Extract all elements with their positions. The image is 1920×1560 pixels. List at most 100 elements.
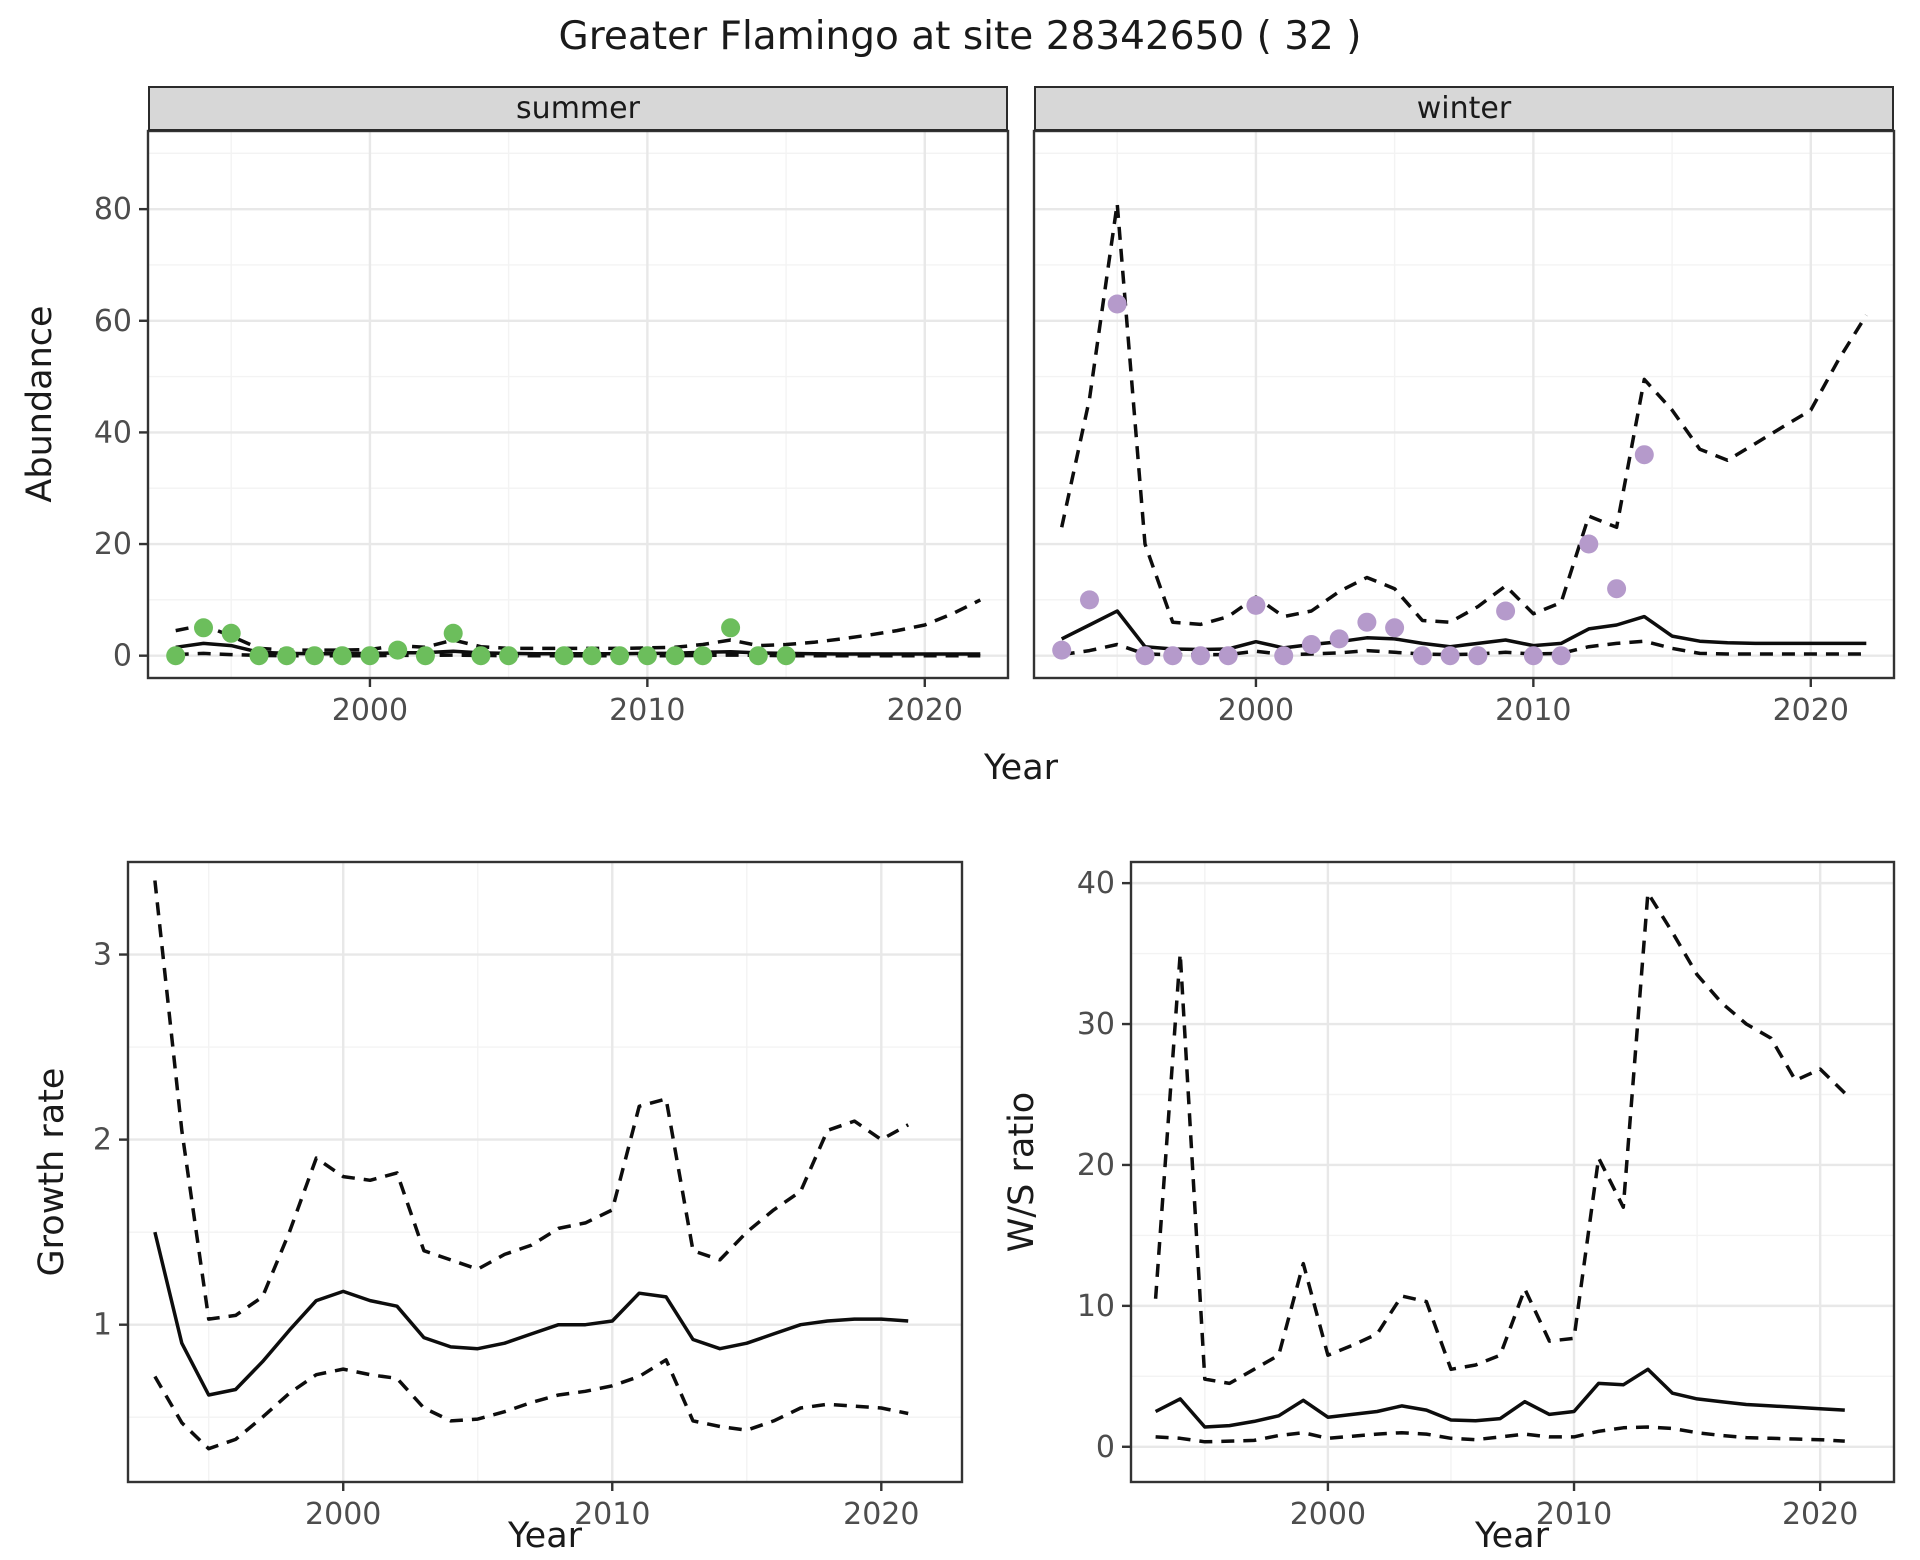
x-tick-label: 2010: [1495, 693, 1571, 728]
y-tick-label: 0: [113, 639, 132, 674]
observation-point: [1107, 294, 1127, 314]
observation-point: [499, 646, 519, 666]
panel-growth-rate: 2000 2010 2020 1 2 3: [93, 860, 964, 1532]
y-tick-label: 40: [1077, 866, 1115, 901]
y-tick-label: 0: [1096, 1430, 1115, 1465]
growth-rate-axis-title: Growth rate: [32, 1067, 72, 1277]
y-tick-label: 20: [94, 527, 132, 562]
observation-point: [776, 646, 796, 666]
abundance-axis-title: Abundance: [20, 305, 60, 503]
series-fit: [1154, 1367, 1845, 1429]
observation-point: [1080, 590, 1099, 610]
panel-border: [1032, 129, 1896, 680]
x-tick-label: 2010: [574, 1497, 650, 1532]
year-axis-title-growth: Year: [507, 1516, 583, 1556]
observation-point: [1301, 635, 1321, 654]
x-tick-label: 2000: [305, 1497, 381, 1532]
year-axis-title-top: Year: [983, 748, 1059, 788]
x-tick-label: 2020: [1782, 1497, 1858, 1532]
panel-border: [146, 129, 1010, 680]
panel-background: [1034, 131, 1894, 678]
x-tick-label: 2020: [1773, 693, 1849, 728]
ws-ratio-axis-title: W/S ratio: [1002, 1091, 1042, 1253]
series-fit: [153, 1231, 909, 1397]
observation-point: [1607, 579, 1627, 599]
observation-point: [582, 646, 602, 666]
observation-point: [332, 646, 352, 666]
panel-background: [128, 862, 962, 1482]
panel-border: [1129, 860, 1896, 1484]
y-tick-label: 30: [1077, 1007, 1115, 1042]
panel-summer: 2000 2010 2020 0 20 40 60 80: [94, 129, 1010, 728]
x-tick-label: 2000: [1218, 693, 1294, 728]
series-upper_ci: [1059, 201, 1868, 627]
observation-point: [194, 618, 213, 638]
observation-point: [1357, 612, 1377, 632]
observation-point: [1496, 601, 1516, 621]
y-tick-label: 2: [93, 1123, 112, 1158]
observation-point: [360, 646, 380, 666]
x-tick-label: 2020: [843, 1497, 919, 1532]
observation-point: [554, 646, 574, 666]
y-tick-label: 3: [93, 938, 112, 973]
panel-background: [1131, 862, 1894, 1482]
observation-point: [1634, 445, 1654, 465]
observation-point: [693, 646, 713, 666]
y-tick-label: 1: [93, 1308, 112, 1343]
y-tick-label: 10: [1077, 1289, 1115, 1324]
facet-strip-winter-label: winter: [1416, 91, 1512, 126]
observation-point: [388, 640, 408, 660]
observation-point: [748, 646, 768, 666]
observation-point: [610, 646, 630, 666]
observation-point: [1551, 646, 1571, 666]
panel-border: [126, 860, 964, 1484]
observation-point: [1191, 646, 1210, 666]
observation-point: [221, 623, 241, 643]
observation-point: [471, 646, 491, 666]
x-tick-label: 2010: [609, 693, 685, 728]
observation-point: [637, 646, 657, 666]
series-upper_ci: [1153, 891, 1847, 1386]
observation-point: [1329, 629, 1349, 649]
observation-point: [1412, 646, 1432, 666]
observation-point: [1052, 640, 1072, 660]
panel-winter: 2000 2010 2020: [1032, 129, 1896, 728]
y-tick-label: 80: [94, 192, 132, 227]
x-tick-label: 2000: [332, 693, 408, 728]
observation-point: [249, 646, 269, 666]
page-title: Greater Flamingo at site 28342650 ( 32 ): [558, 14, 1362, 59]
observation-point: [1468, 646, 1488, 666]
observation-point: [277, 646, 297, 666]
observation-point: [1523, 646, 1543, 666]
observation-point: [415, 646, 435, 666]
observation-point: [1246, 595, 1266, 615]
facet-strip-summer: summer: [148, 86, 1008, 131]
series-lower_ci: [153, 1358, 909, 1451]
panel-background: [148, 131, 1008, 678]
observation-point: [1163, 646, 1183, 666]
observation-point: [305, 646, 324, 666]
observation-point: [1440, 646, 1460, 666]
y-tick-label: 20: [1077, 1148, 1115, 1183]
y-tick-label: 40: [94, 415, 132, 450]
y-tick-label: 60: [94, 304, 132, 339]
series-lower_ci: [1155, 1425, 1845, 1444]
panel-w-s-ratio: 2000 2010 2020 0 10 20 30 40: [1077, 860, 1896, 1532]
observation-point: [1579, 534, 1599, 554]
x-tick-label: 2000: [1290, 1497, 1366, 1532]
x-tick-label: 2020: [887, 693, 963, 728]
observation-point: [721, 618, 741, 638]
x-tick-label: 2010: [1536, 1497, 1612, 1532]
observation-point: [1135, 646, 1155, 666]
observation-point: [665, 646, 685, 666]
observation-point: [1218, 646, 1238, 666]
year-axis-title-ws: Year: [1474, 1516, 1550, 1556]
facet-strip-summer-label: summer: [516, 91, 640, 126]
observation-point: [166, 646, 186, 666]
observation-point: [1274, 646, 1294, 666]
facet-strip-winter: winter: [1034, 86, 1894, 131]
observation-point: [443, 623, 463, 643]
observation-point: [1385, 618, 1405, 638]
